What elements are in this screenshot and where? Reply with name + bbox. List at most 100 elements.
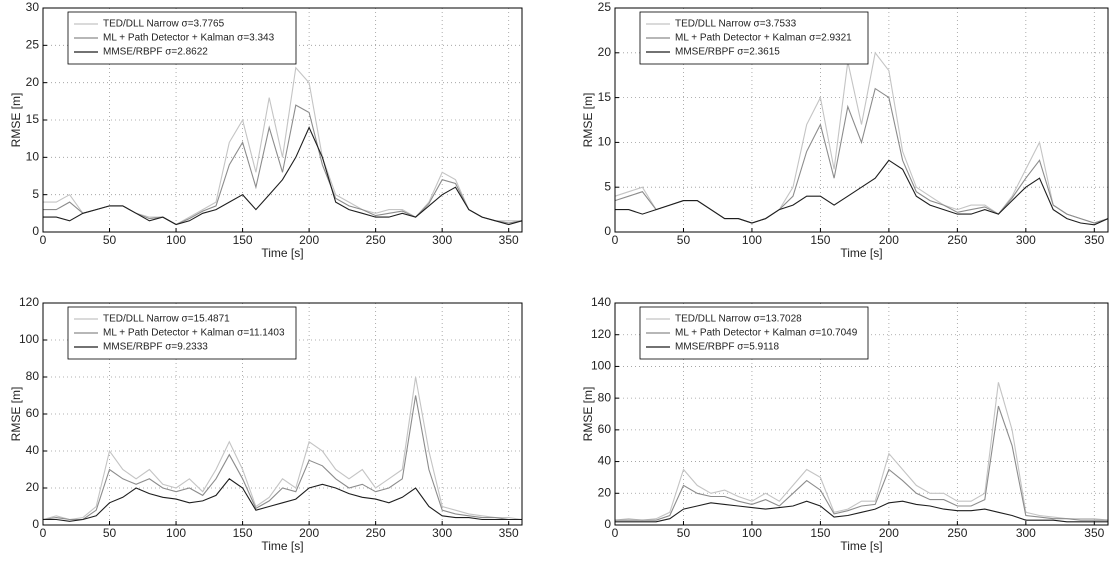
legend-box — [639, 306, 869, 360]
legend-label: TED/DLL Narrow σ=3.7533 — [675, 19, 797, 30]
legend-label: ML + Path Detector + Kalman σ=2.9321 — [675, 33, 852, 44]
y-axis-label: RMSE [m] — [9, 387, 23, 442]
x-tick-label: 100 — [166, 233, 186, 247]
x-axis-label: Time [s] — [261, 539, 303, 553]
y-tick-label: 5 — [604, 179, 611, 193]
x-tick-label: 100 — [166, 526, 186, 540]
x-tick-label: 200 — [879, 233, 899, 247]
axes-frame — [614, 302, 1109, 526]
legend-label: ML + Path Detector + Kalman σ=3.343 — [103, 33, 275, 44]
data-line — [43, 478, 522, 522]
legend-label: ML + Path Detector + Kalman σ=11.1403 — [103, 328, 285, 339]
legend-label: ML + Path Detector + Kalman σ=10.7049 — [675, 328, 858, 339]
legend-box — [639, 11, 869, 65]
y-tick-label: 10 — [598, 135, 612, 149]
x-tick-label: 350 — [1084, 233, 1104, 247]
x-tick-label: 0 — [40, 233, 47, 247]
y-tick-label: 30 — [26, 0, 40, 14]
y-tick-label: 15 — [26, 112, 40, 126]
x-tick-label: 300 — [1016, 526, 1036, 540]
legend-label: TED/DLL Narrow σ=13.7028 — [675, 314, 802, 325]
x-tick-label: 100 — [742, 233, 762, 247]
x-tick-label: 350 — [1084, 526, 1104, 540]
data-line — [615, 405, 1108, 521]
legend-label: TED/DLL Narrow σ=3.7765 — [103, 19, 225, 30]
y-axis-label: RMSE [m] — [9, 93, 23, 148]
x-tick-label: 0 — [612, 233, 619, 247]
x-tick-label: 300 — [432, 233, 452, 247]
x-tick-label: 350 — [499, 233, 519, 247]
x-tick-label: 250 — [366, 233, 386, 247]
x-tick-label: 150 — [233, 233, 253, 247]
y-tick-label: 40 — [26, 443, 40, 457]
y-tick-label: 5 — [32, 187, 39, 201]
y-tick-label: 60 — [598, 422, 612, 436]
x-tick-label: 50 — [677, 526, 691, 540]
y-axis-label: RMSE [m] — [581, 387, 595, 442]
y-tick-label: 20 — [598, 485, 612, 499]
y-tick-label: 80 — [598, 390, 612, 404]
y-tick-label: 40 — [598, 454, 612, 468]
y-tick-label: 0 — [604, 517, 611, 531]
y-tick-label: 60 — [26, 406, 40, 420]
x-tick-label: 0 — [40, 526, 47, 540]
y-tick-label: 140 — [591, 295, 611, 309]
x-tick-label: 50 — [103, 526, 117, 540]
subplot: 0 20 40 60 80 100 120 0 50 100 150 200 250 300 350 Time… — [9, 295, 523, 553]
legend-label: TED/DLL Narrow σ=15.4871 — [103, 314, 230, 325]
y-tick-label: 100 — [591, 359, 611, 373]
y-tick-label: 20 — [26, 75, 40, 89]
y-tick-label: 0 — [604, 224, 611, 238]
axes-frame — [42, 7, 523, 233]
data-line — [614, 382, 1109, 521]
y-tick-label: 15 — [598, 90, 612, 104]
data-line — [42, 376, 523, 521]
data-line — [615, 500, 1108, 523]
x-tick-label: 200 — [299, 526, 319, 540]
y-axis-label: RMSE [m] — [581, 93, 595, 148]
legend-label: MMSE/RBPF σ=5.9118 — [675, 342, 780, 353]
x-tick-label: 150 — [810, 526, 830, 540]
legend-label: MMSE/RBPF σ=2.3615 — [675, 47, 780, 58]
y-tick-label: 20 — [26, 480, 40, 494]
x-tick-label: 100 — [742, 526, 762, 540]
x-tick-label: 150 — [233, 526, 253, 540]
x-axis-label: Time [s] — [261, 246, 303, 260]
x-tick-label: 350 — [499, 526, 519, 540]
y-tick-label: 0 — [32, 517, 39, 531]
x-tick-label: 150 — [810, 233, 830, 247]
data-line — [42, 395, 522, 521]
x-tick-label: 200 — [299, 233, 319, 247]
x-axis-label: Time [s] — [840, 246, 882, 260]
x-tick-label: 300 — [1016, 233, 1036, 247]
y-tick-label: 120 — [19, 295, 39, 309]
legend-label: MMSE/RBPF σ=9.2333 — [103, 342, 208, 353]
x-axis-label: Time [s] — [840, 539, 882, 553]
x-tick-label: 300 — [432, 526, 452, 540]
y-tick-label: 20 — [598, 45, 612, 59]
x-tick-label: 250 — [366, 526, 386, 540]
legend-box — [67, 306, 297, 360]
y-tick-label: 120 — [591, 327, 611, 341]
y-tick-label: 25 — [26, 38, 40, 52]
y-tick-label: 10 — [26, 150, 40, 164]
x-tick-label: 250 — [947, 526, 967, 540]
x-tick-label: 250 — [947, 233, 967, 247]
y-tick-label: 0 — [32, 224, 39, 238]
x-tick-label: 0 — [612, 526, 619, 540]
axes-frame — [42, 302, 523, 526]
subplot: 0 20 40 60 80 100 120 140 0 50 100 150 200 250 300 350 T… — [581, 295, 1109, 553]
x-tick-label: 50 — [103, 233, 117, 247]
y-tick-label: 80 — [26, 369, 40, 383]
legend-label: MMSE/RBPF σ=2.8622 — [103, 47, 208, 58]
data-line — [615, 159, 1109, 226]
axes-frame — [614, 7, 1109, 233]
data-line — [43, 126, 523, 226]
x-tick-label: 50 — [677, 233, 691, 247]
legend-box — [67, 11, 297, 65]
y-tick-label: 25 — [598, 0, 612, 14]
y-tick-label: 100 — [19, 332, 39, 346]
